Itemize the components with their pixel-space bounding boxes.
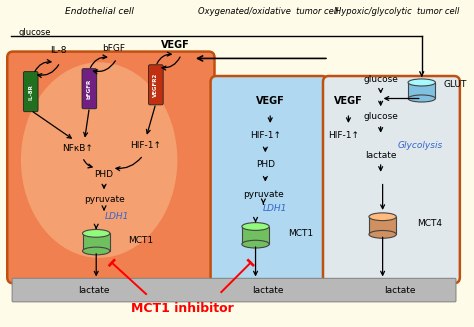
Text: VEGFR2: VEGFR2 xyxy=(153,73,158,97)
Text: glucose: glucose xyxy=(363,112,398,121)
Text: bFGF: bFGF xyxy=(102,44,125,53)
Text: HIF-1↑: HIF-1↑ xyxy=(250,131,281,140)
FancyBboxPatch shape xyxy=(148,65,163,105)
Ellipse shape xyxy=(242,240,269,248)
Text: VEGF: VEGF xyxy=(256,96,284,106)
Text: MCT1: MCT1 xyxy=(128,236,154,245)
Ellipse shape xyxy=(242,223,269,231)
Ellipse shape xyxy=(82,230,110,237)
Text: IL-8: IL-8 xyxy=(50,46,66,55)
Bar xyxy=(242,227,269,244)
Bar xyxy=(408,82,436,98)
Text: PHD: PHD xyxy=(256,161,275,169)
Text: lactate: lactate xyxy=(253,285,284,295)
FancyBboxPatch shape xyxy=(323,76,460,283)
Text: Glycolysis: Glycolysis xyxy=(397,141,442,150)
Ellipse shape xyxy=(408,95,436,102)
Text: glucose: glucose xyxy=(18,28,51,38)
Bar xyxy=(369,217,396,234)
Text: HIF-1↑: HIF-1↑ xyxy=(130,141,162,150)
FancyBboxPatch shape xyxy=(23,72,38,112)
Ellipse shape xyxy=(369,231,396,238)
Text: MCT1: MCT1 xyxy=(288,229,313,238)
Text: VEGF: VEGF xyxy=(334,96,363,106)
Text: NFκB↑: NFκB↑ xyxy=(62,144,93,153)
Text: Endothelial cell: Endothelial cell xyxy=(65,7,134,16)
Text: LDH1: LDH1 xyxy=(105,212,129,221)
Text: bFGFR: bFGFR xyxy=(87,78,92,99)
Text: glucose: glucose xyxy=(363,76,398,84)
Ellipse shape xyxy=(21,62,177,258)
Ellipse shape xyxy=(82,247,110,255)
Text: LDH1: LDH1 xyxy=(263,204,287,214)
Ellipse shape xyxy=(408,79,436,86)
Text: GLUT: GLUT xyxy=(443,80,466,89)
Text: Oxygenated/oxidative  tumor cell: Oxygenated/oxidative tumor cell xyxy=(198,7,338,16)
Text: pyruvate: pyruvate xyxy=(243,190,284,199)
Text: MCT1 inhibitor: MCT1 inhibitor xyxy=(131,302,234,315)
Text: MCT4: MCT4 xyxy=(417,219,442,228)
Bar xyxy=(82,233,110,251)
Text: PHD: PHD xyxy=(94,170,114,179)
FancyBboxPatch shape xyxy=(210,76,328,283)
Text: VEGF: VEGF xyxy=(161,40,190,50)
Text: lactate: lactate xyxy=(365,151,396,160)
FancyBboxPatch shape xyxy=(12,278,456,302)
FancyBboxPatch shape xyxy=(7,52,215,283)
Text: lactate: lactate xyxy=(384,285,416,295)
Ellipse shape xyxy=(369,213,396,221)
FancyBboxPatch shape xyxy=(82,69,97,109)
Text: pyruvate: pyruvate xyxy=(83,195,124,204)
Text: IL-8R: IL-8R xyxy=(28,84,33,100)
Text: HIF-1↑: HIF-1↑ xyxy=(328,131,359,140)
Text: lactate: lactate xyxy=(79,285,110,295)
Text: Hypoxic/glycolytic  tumor cell: Hypoxic/glycolytic tumor cell xyxy=(335,7,459,16)
